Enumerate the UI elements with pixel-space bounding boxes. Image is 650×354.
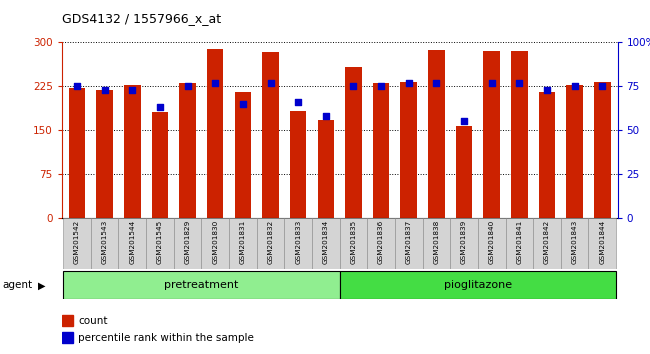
- Text: percentile rank within the sample: percentile rank within the sample: [79, 333, 254, 343]
- Point: [265, 80, 276, 86]
- Text: count: count: [79, 316, 108, 326]
- Text: GSM201837: GSM201837: [406, 220, 411, 264]
- Bar: [96, 90, 113, 218]
- Point: [431, 80, 441, 86]
- Text: ▶: ▶: [38, 280, 46, 290]
- Text: GSM201831: GSM201831: [240, 220, 246, 264]
- Text: GSM201838: GSM201838: [434, 220, 439, 264]
- Bar: [533, 218, 561, 269]
- Point: [155, 104, 165, 110]
- Point: [99, 87, 110, 93]
- Bar: [63, 271, 339, 298]
- Text: GSM201841: GSM201841: [516, 220, 523, 264]
- Bar: [257, 218, 284, 269]
- Point: [569, 84, 580, 89]
- Point: [376, 84, 386, 89]
- Text: GSM201543: GSM201543: [101, 220, 108, 264]
- Bar: [62, 315, 73, 326]
- Text: GSM201829: GSM201829: [185, 220, 190, 264]
- Bar: [179, 83, 196, 218]
- Bar: [450, 218, 478, 269]
- Bar: [373, 84, 389, 218]
- Bar: [290, 111, 306, 218]
- Bar: [395, 218, 422, 269]
- Bar: [484, 51, 500, 218]
- Text: GSM201832: GSM201832: [268, 220, 274, 264]
- Bar: [456, 126, 473, 218]
- Bar: [539, 92, 555, 218]
- Point: [293, 99, 304, 105]
- Bar: [284, 218, 312, 269]
- Text: GSM201844: GSM201844: [599, 220, 605, 264]
- Point: [486, 80, 497, 86]
- Point: [72, 84, 82, 89]
- Bar: [69, 88, 85, 218]
- Point: [597, 84, 608, 89]
- Text: GSM201542: GSM201542: [74, 220, 80, 264]
- Bar: [506, 218, 533, 269]
- Point: [404, 80, 414, 86]
- Point: [127, 87, 137, 93]
- Bar: [91, 218, 118, 269]
- Point: [514, 80, 525, 86]
- Bar: [428, 50, 445, 218]
- Bar: [229, 218, 257, 269]
- Bar: [594, 82, 610, 218]
- Text: GSM201843: GSM201843: [571, 220, 578, 264]
- Bar: [262, 52, 279, 218]
- Bar: [339, 271, 616, 298]
- Bar: [174, 218, 202, 269]
- Text: GSM201839: GSM201839: [461, 220, 467, 264]
- Bar: [339, 218, 367, 269]
- Bar: [312, 218, 339, 269]
- Text: GSM201836: GSM201836: [378, 220, 384, 264]
- Bar: [317, 120, 334, 218]
- Bar: [400, 82, 417, 218]
- Bar: [202, 218, 229, 269]
- Text: agent: agent: [2, 280, 32, 290]
- Bar: [561, 218, 588, 269]
- Text: GSM201835: GSM201835: [350, 220, 356, 264]
- Bar: [511, 51, 528, 218]
- Point: [210, 80, 220, 86]
- Text: GSM201830: GSM201830: [212, 220, 218, 264]
- Text: pioglitazone: pioglitazone: [444, 280, 512, 290]
- Text: GSM201833: GSM201833: [295, 220, 301, 264]
- Text: GDS4132 / 1557966_x_at: GDS4132 / 1557966_x_at: [62, 12, 221, 25]
- Bar: [345, 67, 362, 218]
- Bar: [62, 332, 73, 343]
- Bar: [588, 218, 616, 269]
- Text: GSM201544: GSM201544: [129, 220, 135, 264]
- Bar: [367, 218, 395, 269]
- Bar: [422, 218, 450, 269]
- Bar: [146, 218, 174, 269]
- Point: [238, 101, 248, 107]
- Point: [320, 113, 331, 119]
- Bar: [478, 218, 506, 269]
- Text: GSM201842: GSM201842: [544, 220, 550, 264]
- Point: [542, 87, 552, 93]
- Bar: [124, 85, 140, 218]
- Bar: [151, 112, 168, 218]
- Point: [459, 119, 469, 124]
- Text: pretreatment: pretreatment: [164, 280, 239, 290]
- Point: [183, 84, 193, 89]
- Text: GSM201840: GSM201840: [489, 220, 495, 264]
- Bar: [207, 50, 224, 218]
- Point: [348, 84, 359, 89]
- Bar: [63, 218, 91, 269]
- Text: GSM201834: GSM201834: [323, 220, 329, 264]
- Text: GSM201545: GSM201545: [157, 220, 163, 264]
- Bar: [566, 85, 583, 218]
- Bar: [118, 218, 146, 269]
- Bar: [235, 92, 251, 218]
